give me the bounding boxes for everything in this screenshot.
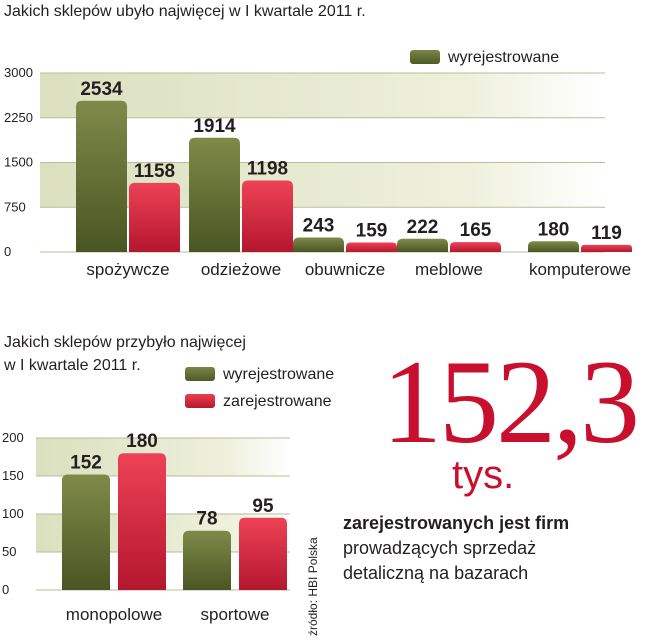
chart1-legend-item-1: wyrejestrowane [410,49,559,67]
highlight-line-3: detaliczną na bazarach [343,563,529,583]
chart2-title-line-2: w I kwartale 2011 r. [4,357,141,374]
y-tick-label: 150 [2,468,24,483]
legend-label: wyrejestrowane [448,49,560,66]
bar-value-label: 1914 [193,116,236,137]
chart1-plot: 0 750 1500 2250 3000 2534 1158 spożywcze 1914 119… [4,65,632,279]
source-note: źródło: HBI Polska [306,537,320,636]
bar-value-label: 95 [252,496,274,517]
category-label: spożywcze [86,260,169,279]
highlight-line-1: zarejestrowanych jest firm [343,513,570,533]
y-tick-label: 0 [2,582,9,597]
bar-value-label: 152 [70,452,102,473]
chart1-title: Jakich sklepów ubyło najwięcej w I kwart… [4,3,366,20]
bar-value-label: 159 [356,221,388,242]
y-tick-label: 0 [4,244,11,259]
y-tick-label: 2250 [4,110,33,125]
y-tick-label: 3000 [4,65,33,80]
bar-value-label: 180 [538,219,570,240]
bar-zarejestrowane [242,180,293,252]
highlight-description: zarejestrowanych jest firm prowadzących … [343,511,569,586]
bar-zarejestrowane [450,242,501,252]
bar-value-label: 222 [407,217,439,238]
bar-wyrejestrowane [293,237,344,252]
bar-wyrejestrowane [528,241,579,252]
category-label: obuwnicze [305,260,385,279]
chart2-title-line-1: Jakich sklepów przybyło najwięcej [4,334,246,351]
category-label: monopolowe [66,605,162,624]
category-label: odzieżowe [201,260,281,279]
bar-zarejestrowane [581,244,632,252]
bar-zarejestrowane [239,517,287,590]
bar-value-label: 1198 [247,159,288,180]
y-tick-label: 50 [2,544,16,559]
legend-label: wyrejestrowane [223,366,335,383]
bar-wyrejestrowane [397,238,448,252]
bar-zarejestrowane [129,182,180,252]
bar-wyrejestrowane [76,100,127,253]
bar-zarejestrowane [346,242,397,252]
category-label: sportowe [201,605,270,624]
bar-wyrejestrowane [183,530,231,590]
bar-wyrejestrowane [62,474,110,590]
legend-swatch-dark [185,367,215,381]
legend-swatch-dark [410,50,440,64]
bar-value-label: 119 [591,223,622,244]
highlight-number: 152,3 [382,335,640,468]
category-label: meblowe [415,260,483,279]
grid-band [40,73,605,118]
category-label: komputerowe [529,260,631,279]
y-tick-label: 200 [2,430,24,445]
chart2-legend-item-2: zarejestrowane [185,393,332,411]
chart2-legend-item-1: wyrejestrowane [185,366,334,384]
bar-zarejestrowane [118,453,166,590]
legend-swatch-red [185,394,215,408]
bar-value-label: 180 [126,431,158,452]
bar-value-label: 243 [303,216,335,237]
y-tick-label: 750 [4,199,26,214]
highlight-line-2: prowadzących sprzedaż [343,538,537,558]
bar-value-label: 2534 [80,79,123,100]
legend-label: zarejestrowane [223,393,332,410]
y-tick-label: 100 [2,506,24,521]
bar-value-label: 1158 [134,161,175,182]
highlight-unit: tys. [452,453,515,497]
bar-value-label: 165 [460,220,492,241]
bar-wyrejestrowane [189,137,240,252]
bar-value-label: 78 [196,509,217,530]
y-tick-label: 1500 [4,155,33,170]
